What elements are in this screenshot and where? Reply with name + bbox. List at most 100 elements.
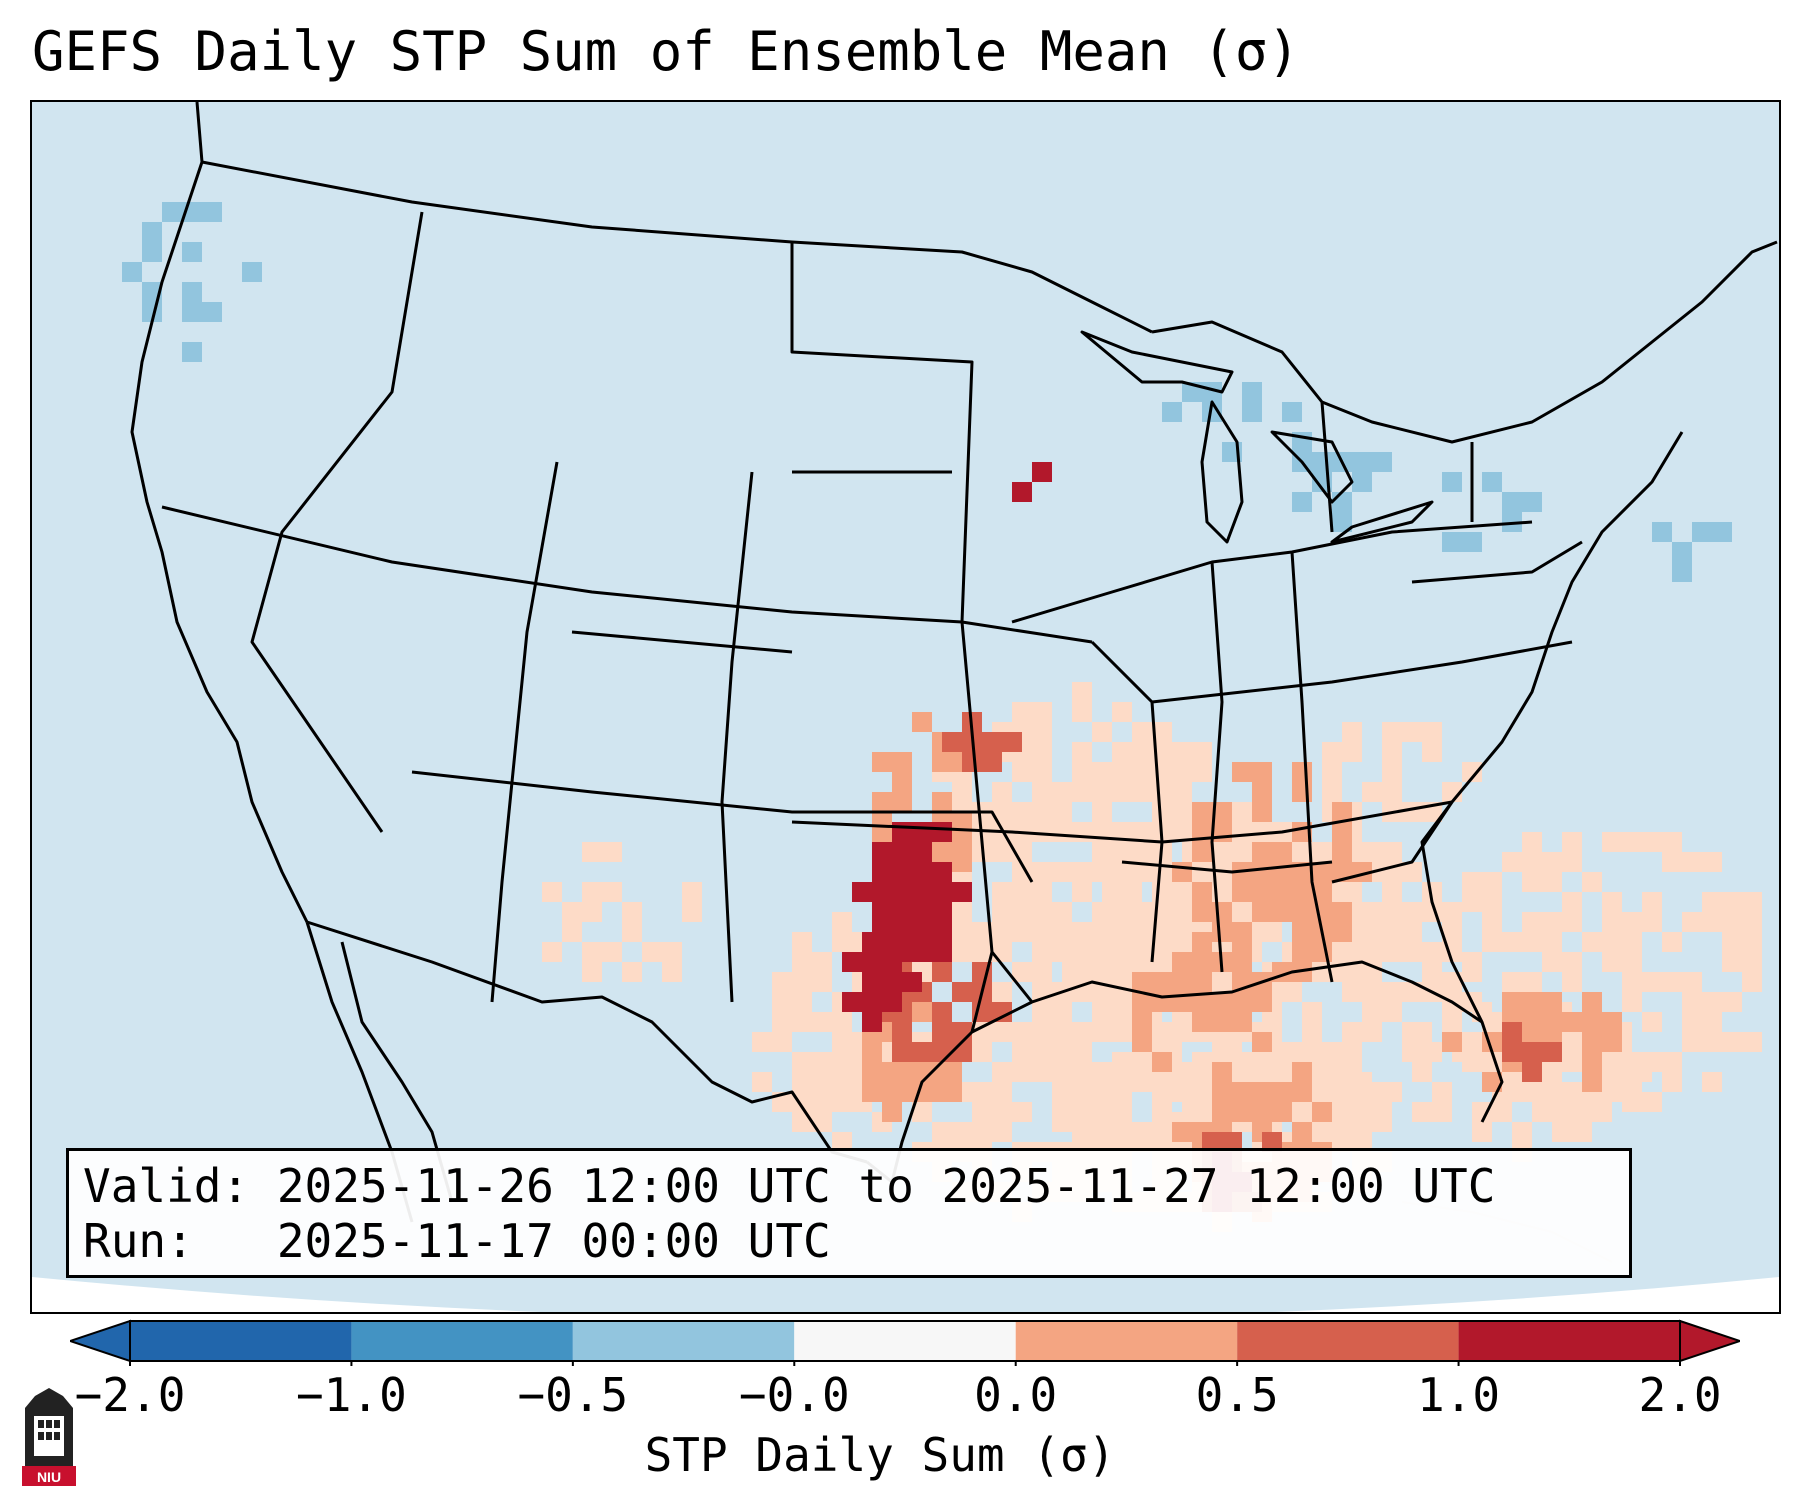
anomaly-cell <box>1202 402 1222 422</box>
anomaly-cell <box>1522 912 1542 932</box>
anomaly-cell <box>562 902 582 922</box>
anomaly-cell <box>1582 872 1602 892</box>
anomaly-cell <box>1232 762 1252 782</box>
west-coastline <box>130 102 309 923</box>
anomaly-cell <box>972 1042 992 1062</box>
anomaly-cell <box>1072 762 1092 782</box>
state-line <box>1090 640 1164 963</box>
anomaly-cell <box>1542 912 1562 932</box>
anomaly-cell <box>1132 992 1152 1012</box>
anomaly-cell <box>1702 1032 1722 1052</box>
anomaly-cell <box>1742 932 1762 952</box>
anomaly-cell <box>1152 1052 1172 1072</box>
anomaly-cell <box>1412 1102 1432 1122</box>
anomaly-cell <box>992 1002 1012 1022</box>
anomaly-cell <box>1212 922 1232 942</box>
anomaly-cell <box>1112 942 1132 962</box>
anomaly-cell <box>862 1082 882 1102</box>
anomaly-cell <box>1602 1032 1622 1052</box>
anomaly-cell <box>1582 1032 1602 1052</box>
anomaly-cell <box>1032 922 1052 942</box>
anomaly-cell <box>1082 1022 1102 1042</box>
anomaly-cell <box>1662 852 1682 872</box>
anomaly-cell <box>1542 852 1562 872</box>
anomaly-cell <box>1522 1042 1542 1062</box>
anomaly-cell <box>952 782 972 802</box>
anomaly-cell <box>862 972 882 992</box>
anomaly-cell <box>1032 1022 1052 1042</box>
anomaly-cell <box>1362 842 1382 862</box>
anomaly-cell <box>952 832 972 852</box>
anomaly-cell <box>1162 1022 1182 1042</box>
anomaly-cell <box>1072 1042 1092 1062</box>
anomaly-cell <box>1112 1022 1132 1042</box>
anomaly-cell <box>1292 492 1312 512</box>
anomaly-cell <box>1172 742 1192 762</box>
anomaly-cell <box>1162 402 1182 422</box>
anomaly-cell <box>1602 1012 1622 1032</box>
anomaly-cell <box>1702 992 1722 1012</box>
anomaly-cell <box>1722 1032 1742 1052</box>
anomaly-cell <box>1092 1102 1112 1122</box>
anomaly-cell <box>1422 962 1442 982</box>
anomaly-cell <box>1122 882 1142 902</box>
anomaly-cell <box>1082 922 1102 942</box>
anomaly-cell <box>1032 882 1052 902</box>
anomaly-cell <box>1172 952 1192 972</box>
anomaly-cell <box>1192 842 1212 862</box>
anomaly-cell <box>972 1022 992 1042</box>
map-background <box>32 102 1779 1312</box>
state-line <box>1290 551 1334 983</box>
anomaly-cell <box>1592 1102 1612 1122</box>
anomaly-cell <box>1312 882 1332 902</box>
anomaly-cell <box>1152 782 1172 802</box>
run-line: Run: 2025-11-17 00:00 UTC <box>83 1214 831 1268</box>
anomaly-cell <box>1662 1052 1682 1072</box>
anomaly-cell <box>1382 882 1402 902</box>
anomaly-cell <box>1072 882 1092 902</box>
anomaly-cell <box>992 942 1012 962</box>
anomaly-cell <box>912 822 932 842</box>
anomaly-cell <box>892 922 912 942</box>
anomaly-cell <box>1402 982 1422 1002</box>
anomaly-cell <box>1682 1032 1702 1052</box>
anomaly-cell <box>1112 1122 1132 1142</box>
anomaly-cell <box>792 1072 812 1092</box>
anomaly-cell <box>1642 1092 1662 1112</box>
anomaly-cell <box>1312 452 1332 472</box>
state-line <box>1151 640 1573 704</box>
anomaly-cell <box>952 1042 972 1062</box>
anomaly-cell <box>1522 932 1542 952</box>
anomaly-cell <box>1192 992 1212 1012</box>
anomaly-cell <box>1252 842 1272 862</box>
anomaly-cell <box>1512 1082 1532 1102</box>
anomaly-cell <box>1362 1022 1382 1042</box>
anomaly-cell <box>1012 922 1032 942</box>
anomaly-cell <box>832 1092 852 1112</box>
anomaly-cell <box>1402 862 1422 882</box>
anomaly-cell <box>1532 1102 1552 1122</box>
anomaly-cell <box>1422 882 1442 902</box>
anomaly-cell <box>1012 1102 1032 1122</box>
anomaly-cell <box>1252 862 1272 882</box>
anomaly-cell <box>1382 902 1402 922</box>
anomaly-cell <box>1562 952 1582 972</box>
anomaly-cell <box>1522 872 1542 892</box>
anomaly-cell <box>1352 1092 1372 1112</box>
map-canvas <box>32 102 1779 1312</box>
anomaly-cell <box>1112 782 1132 802</box>
anomaly-cell <box>1722 932 1742 952</box>
colorbar-tick-label: −2.0 <box>74 1368 186 1422</box>
anomaly-cell <box>1152 1092 1172 1112</box>
anomaly-cell <box>1132 972 1152 992</box>
anomaly-cell <box>1272 1052 1292 1072</box>
map-panel[interactable] <box>30 100 1781 1314</box>
anomaly-cell <box>1402 942 1422 962</box>
state-line <box>790 242 1034 1003</box>
anomaly-cell <box>1292 922 1312 942</box>
anomaly-cell <box>992 922 1012 942</box>
anomaly-cell <box>992 902 1012 922</box>
anomaly-cell <box>1032 782 1052 802</box>
anomaly-cell <box>1582 932 1602 952</box>
anomaly-cell <box>1132 782 1152 802</box>
